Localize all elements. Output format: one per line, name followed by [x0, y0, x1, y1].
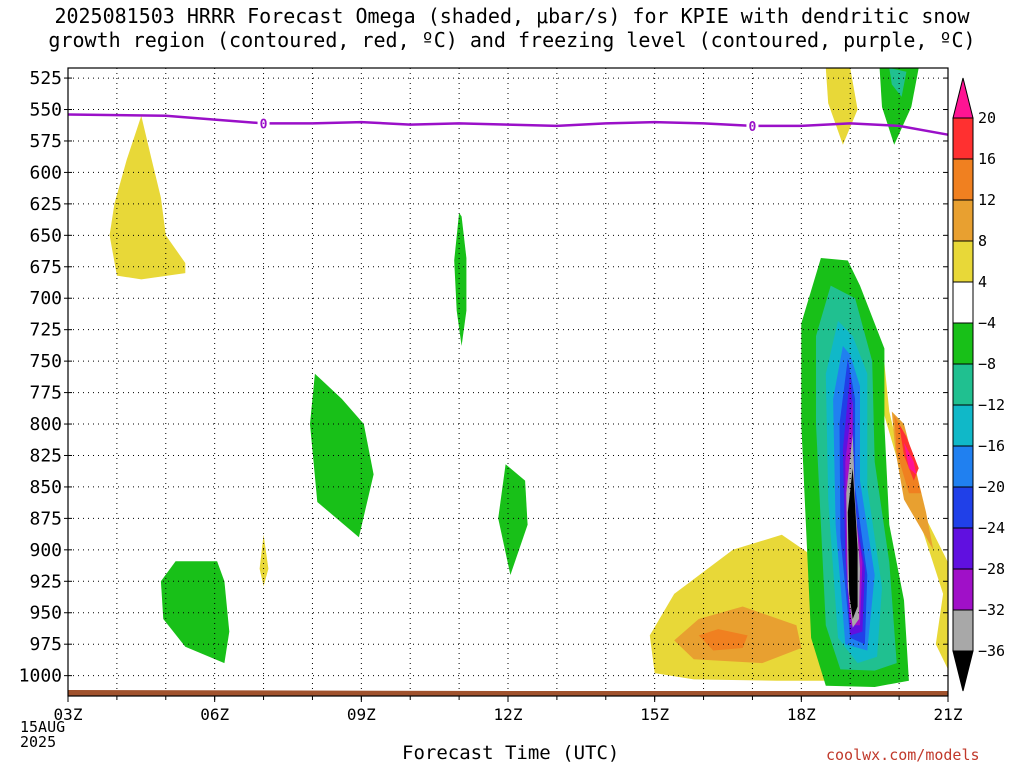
colorbar-swatch — [952, 322, 974, 365]
omega-area-14 — [904, 442, 917, 475]
x-tick-label: 06Z — [200, 705, 229, 724]
freezing-level-label-bg — [746, 117, 759, 134]
omega-area-2 — [454, 212, 467, 346]
colorbar-swatch — [952, 445, 974, 488]
freezing-level-label-bg — [257, 115, 270, 132]
date-day: 15AUG — [20, 718, 66, 736]
y-tick-label: 575 — [29, 131, 62, 152]
y-tick-label: 950 — [29, 603, 62, 624]
y-tick-label: 800 — [29, 414, 62, 435]
terrain-fill — [68, 690, 948, 696]
y-tick-label: 625 — [29, 194, 62, 215]
colorbar-swatch — [952, 568, 974, 611]
y-tick-label: 900 — [29, 540, 62, 561]
grid-lines — [68, 68, 948, 692]
colorbar-label: −36 — [978, 642, 1005, 660]
omega-area-15 — [825, 68, 858, 145]
x-tick-label: 09Z — [347, 705, 376, 724]
y-tick-label: 925 — [29, 571, 62, 592]
y-tick-label: 525 — [29, 68, 62, 89]
x-axis: 03Z 06Z 09Z 12Z 15Z 18Z 21Z — [54, 696, 963, 724]
x-tick-label: 12Z — [494, 705, 523, 724]
colorbar-swatch — [952, 281, 974, 324]
colorbar-swatch — [952, 486, 974, 529]
colorbar-label: 16 — [978, 150, 996, 168]
omega-area-9 — [698, 629, 748, 651]
omega-area-4 — [160, 561, 230, 664]
colorbar-label: −16 — [978, 437, 1005, 455]
colorbar-label: −12 — [978, 396, 1005, 414]
y-tick-label: 600 — [29, 162, 62, 183]
colorbar-label: −8 — [978, 355, 996, 373]
colorbar-label: 8 — [978, 232, 987, 250]
colorbar-swatch — [952, 117, 974, 160]
colorbar-top-arrow — [952, 77, 974, 119]
title-line-1: 2025081503 HRRR Forecast Omega (shaded, … — [54, 4, 970, 28]
date-block: 15AUG 2025 — [20, 720, 65, 750]
x-tick-label: 03Z — [54, 705, 83, 724]
freezing-level-line — [67, 113, 949, 136]
omega-area-17 — [889, 68, 907, 97]
colorbar-swatch — [952, 609, 974, 652]
omega-area-3 — [310, 373, 374, 538]
y-axis: 525 550 575 600 625 650 675 700 725 750 775 800 825 8… — [19, 68, 948, 687]
x-axis-label: Forecast Time (UTC) — [402, 742, 620, 764]
omega-area-5 — [259, 534, 269, 587]
colorbar-label: −24 — [978, 519, 1005, 537]
colorbar-label: 20 — [978, 109, 996, 127]
omega-shading — [109, 68, 948, 687]
x-tick-label: 21Z — [934, 705, 963, 724]
colorbar-label: 12 — [978, 191, 996, 209]
colorbar: 20 16 12 8 4 −4 −8 −12 −16 −20 −24 −28 −32 −36 — [952, 77, 1005, 692]
x-tick-label: 18Z — [787, 705, 816, 724]
colorbar-label: −4 — [978, 314, 996, 332]
omega-area-26 — [847, 468, 858, 619]
y-tick-label: 775 — [29, 383, 62, 404]
colorbar-swatch — [952, 363, 974, 406]
terrain-band — [68, 690, 948, 696]
omega-area-6 — [498, 464, 528, 575]
freezing-level-label: 0 — [749, 120, 757, 135]
omega-area-10 — [874, 363, 948, 670]
y-tick-label: 700 — [29, 288, 62, 309]
date-year: 2025 — [20, 733, 57, 751]
colorbar-swatch — [952, 158, 974, 201]
x-tick-label: 15Z — [640, 705, 669, 724]
y-tick-label: 975 — [29, 634, 62, 655]
title-line-2: growth region (contoured, red, ºC) and f… — [48, 28, 976, 52]
y-tick-label: 550 — [29, 100, 62, 121]
colorbar-label: 4 — [978, 273, 987, 291]
colorbar-swatch — [952, 527, 974, 570]
y-tick-label: 750 — [29, 351, 62, 372]
y-tick-label: 650 — [29, 225, 62, 246]
y-tick-label: 850 — [29, 477, 62, 498]
omega-area-1 — [109, 115, 186, 280]
y-tick-label: 1000 — [19, 666, 62, 687]
freezing-level-label: 0 — [260, 117, 268, 132]
credit-link[interactable]: coolwx.com/models — [826, 746, 980, 764]
colorbar-swatch — [952, 240, 974, 283]
colorbar-swatch — [952, 199, 974, 242]
colorbar-swatch — [952, 404, 974, 447]
y-tick-label: 675 — [29, 257, 62, 278]
colorbar-label: −28 — [978, 560, 1005, 578]
page-title: 2025081503 HRRR Forecast Omega (shaded, … — [0, 4, 1024, 52]
y-tick-label: 725 — [29, 320, 62, 341]
y-tick-label: 875 — [29, 508, 62, 529]
colorbar-bottom-arrow — [952, 650, 974, 692]
y-tick-label: 825 — [29, 445, 62, 466]
colorbar-label: −20 — [978, 478, 1005, 496]
colorbar-label: −32 — [978, 601, 1005, 619]
